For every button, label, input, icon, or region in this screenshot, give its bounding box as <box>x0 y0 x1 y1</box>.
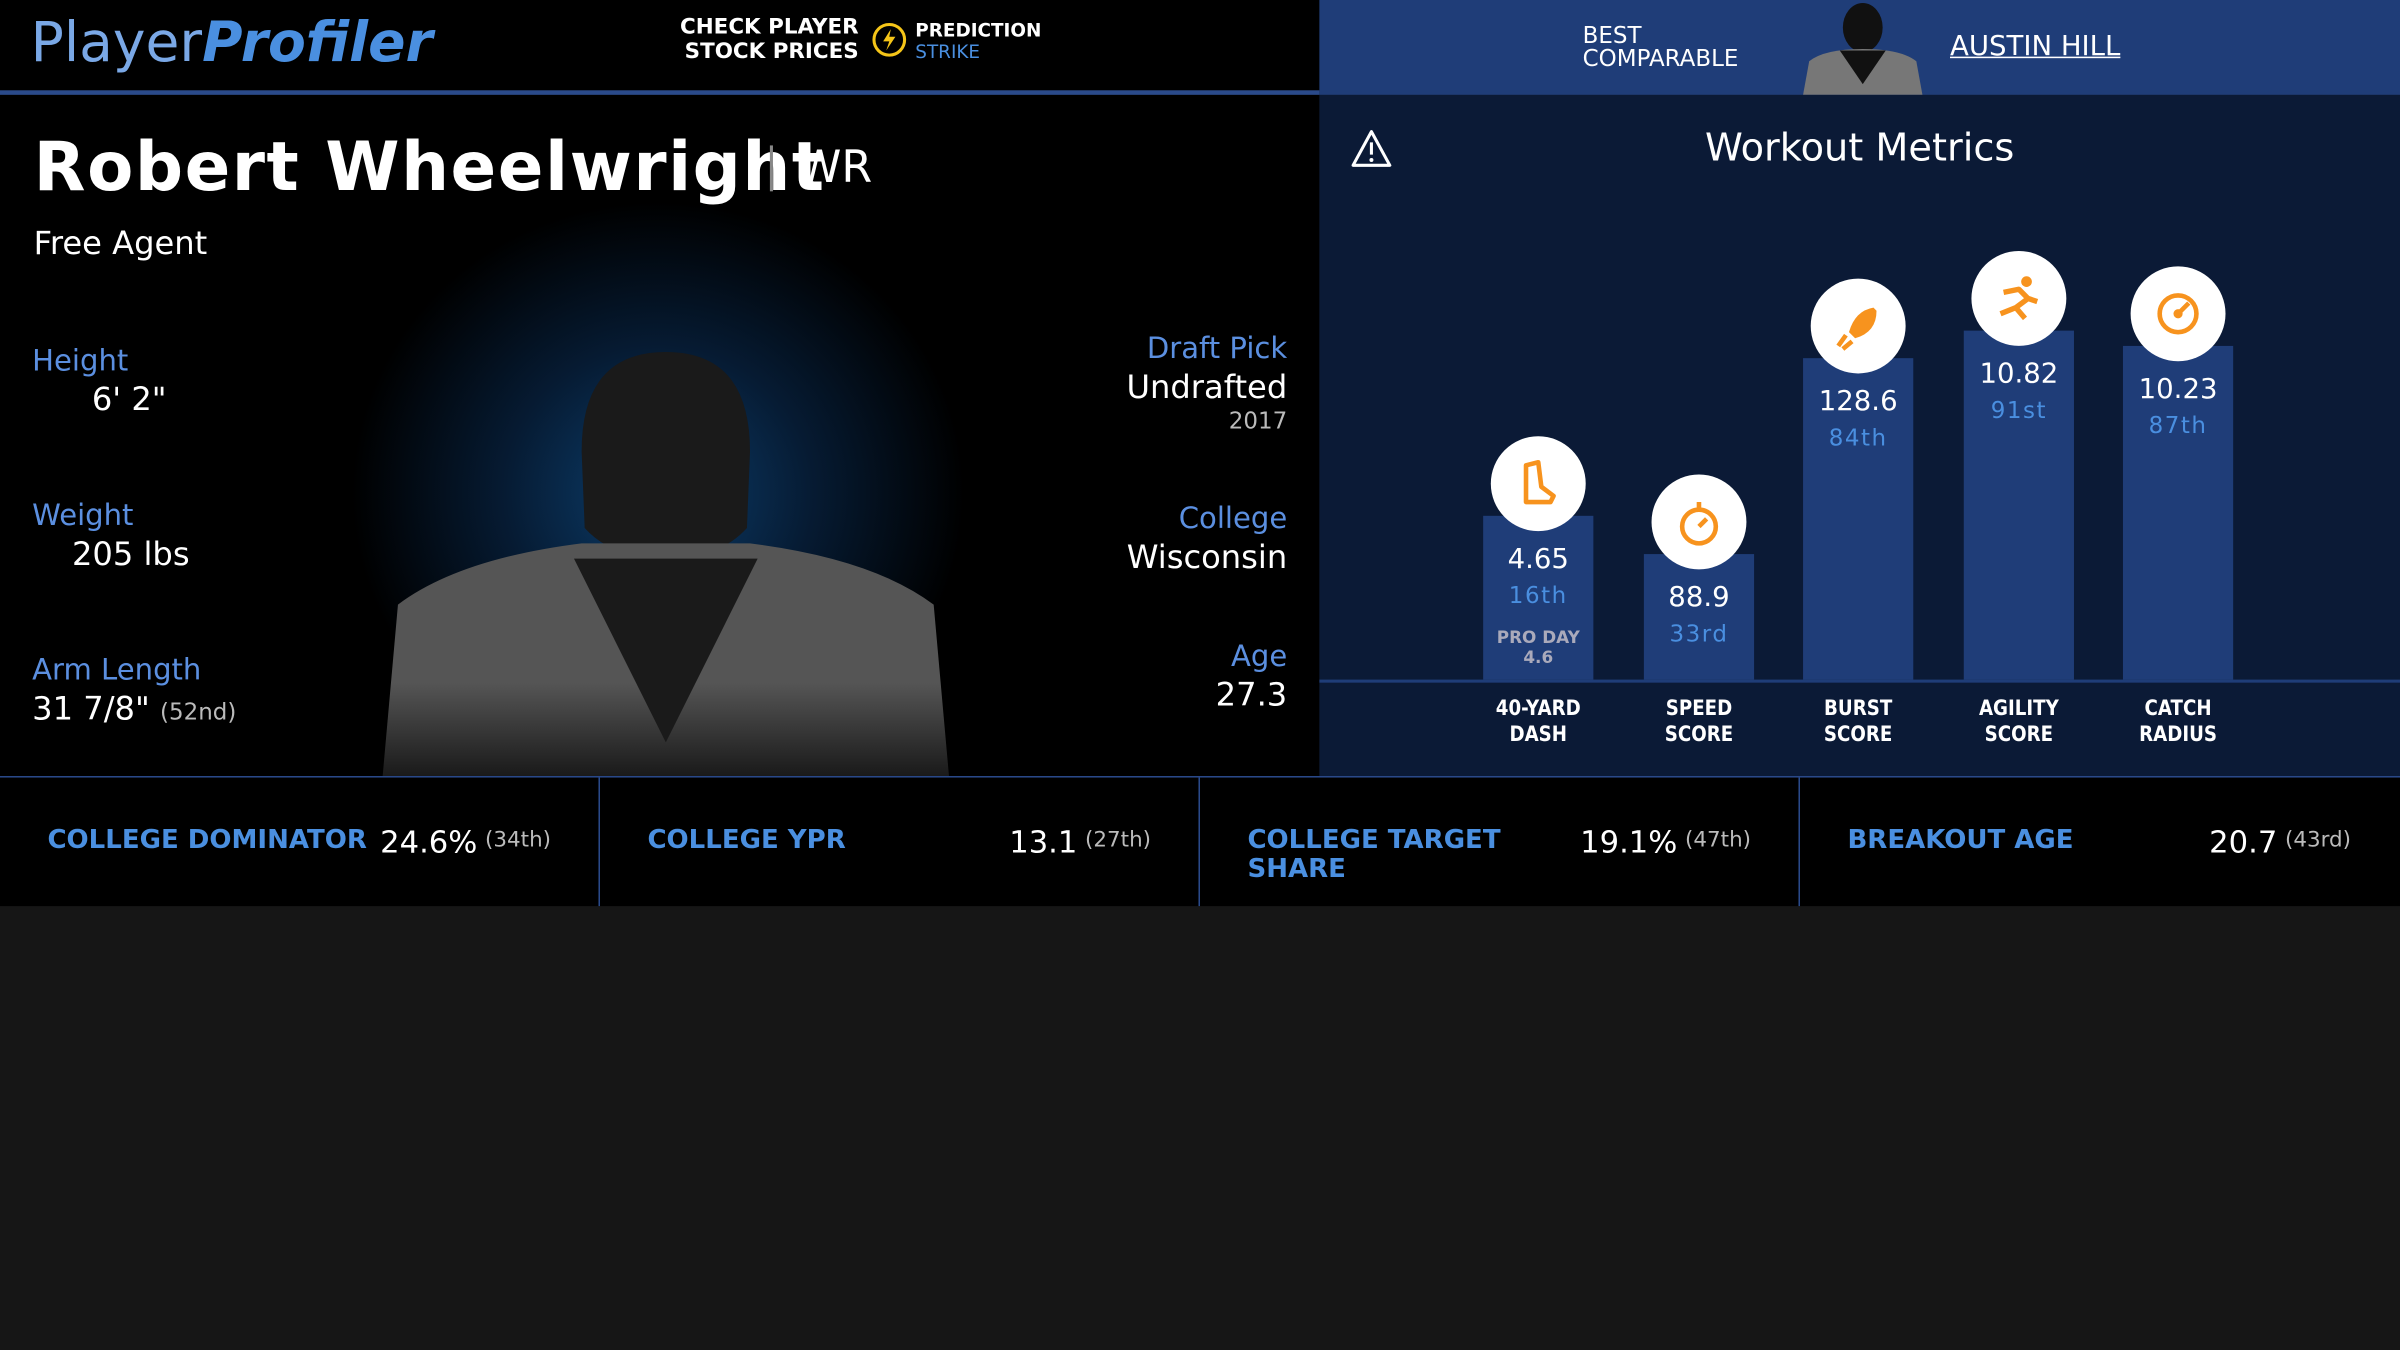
workout-bar <box>2122 345 2234 680</box>
stat-value: Wisconsin <box>1126 538 1288 576</box>
strip-divider <box>1198 777 1200 907</box>
workout-baseline <box>1319 679 2400 683</box>
stat-label: Weight <box>32 498 134 533</box>
stat-label: Age <box>1230 639 1288 674</box>
logo[interactable]: PlayerProfiler <box>31 12 433 75</box>
metric-note-value: 4.6 <box>1523 647 1554 668</box>
player-position: WR <box>797 140 873 193</box>
comparable-label-line: COMPARABLE <box>1582 44 1739 72</box>
warning-icon[interactable] <box>1350 129 1393 169</box>
metric-value: 10.23 <box>2138 373 2218 406</box>
college-stat-value: 19.1% (47th) <box>1580 823 1751 860</box>
top-bar <box>0 0 1320 91</box>
college-stat-rank: (34th) <box>485 828 552 853</box>
college-stat-rank: (43rd) <box>2284 828 2352 853</box>
college-stat-value: 13.1 (27th) <box>1009 823 1151 860</box>
stat-label: Height <box>32 344 129 379</box>
college-stat-label: COLLEGE TARGET SHARE <box>1247 824 1501 885</box>
college-stat-value: 24.6% (34th) <box>380 823 551 860</box>
metric-icon <box>2130 266 2226 362</box>
metric-rank: 87th <box>2148 411 2208 440</box>
metric-rank: 91st <box>1990 396 2048 424</box>
stat-label: Draft Pick <box>1146 332 1288 366</box>
metric-value: 10.82 <box>1979 358 2059 391</box>
stat-value: 27.3 <box>1215 676 1288 714</box>
college-stat-label: BREAKOUT AGE <box>1847 824 2074 856</box>
college-stat-rank: (27th) <box>1085 828 1152 853</box>
brand-line: PREDICTION <box>915 19 1042 42</box>
metric-icon <box>1490 436 1586 532</box>
stat-sub: 2017 <box>1228 407 1288 435</box>
stat-value: Undrafted <box>1126 368 1288 406</box>
metric-label: CATCH <box>2144 696 2212 721</box>
comparable-label-line: BEST <box>1582 21 1642 49</box>
logo-first: Player <box>30 12 203 75</box>
college-stat-value-text: 19.1% <box>1580 823 1678 861</box>
metric-label: DASH <box>1509 722 1568 747</box>
logo-second: Profiler <box>202 12 433 75</box>
top-bar-rule <box>0 90 1320 95</box>
metric-icon <box>1651 474 1747 570</box>
stat-value: 205 lbs <box>71 535 190 573</box>
metric-value: 128.6 <box>1818 385 1898 418</box>
college-stat-value-text: 20.7 <box>2209 823 2278 861</box>
player-silhouette <box>382 352 949 777</box>
stat-value: 31 7/8" (52nd) <box>32 690 236 727</box>
metric-label: BURST <box>1824 696 1893 721</box>
metric-icon <box>1810 278 1906 374</box>
college-stat-label: COLLEGE DOMINATOR <box>47 824 367 856</box>
college-stat-value-text: 24.6% <box>380 823 478 861</box>
workout-bar <box>1963 330 2074 680</box>
stat-value: 6' 2" <box>91 381 167 418</box>
metric-label: SCORE <box>1984 722 2054 747</box>
metric-label: SCORE <box>1664 722 1734 747</box>
player-name: Robert Wheelwright <box>33 128 826 207</box>
stat-rank: (52nd) <box>160 697 237 726</box>
promo-line: CHECK PLAYER <box>680 15 859 40</box>
comparable-silhouette <box>1803 3 1923 95</box>
metric-value: 4.65 <box>1507 543 1569 576</box>
college-stat-rank: (47th) <box>1685 828 1752 853</box>
workout-bar <box>1803 358 1914 680</box>
workout-bar <box>1483 515 1594 680</box>
metric-note: PRO DAY <box>1496 627 1580 648</box>
metric-label: SPEED <box>1665 696 1733 721</box>
college-stat-label: COLLEGE YPR <box>647 824 846 856</box>
metric-rank: 84th <box>1828 423 1888 452</box>
promo[interactable]: CHECK PLAYER STOCK PRICES <box>673 15 859 65</box>
strip-divider <box>1798 777 1800 907</box>
brand-line: STRIKE <box>915 41 981 63</box>
college-stat-value: 20.7 (43rd) <box>2209 823 2351 860</box>
workout-bar <box>1643 554 1755 680</box>
metric-rank: 16th <box>1508 581 1568 610</box>
metric-rank: 33rd <box>1669 619 1729 648</box>
college-strip <box>0 776 2400 907</box>
stat-label: Arm Length <box>32 653 202 688</box>
strip-divider <box>598 777 600 907</box>
stat-label: College <box>1178 502 1288 536</box>
brand[interactable]: PREDICTION STRIKE <box>915 20 1041 63</box>
metric-label: AGILITY <box>1978 696 2059 721</box>
metric-value: 88.9 <box>1668 581 1730 614</box>
workout-title: Workout Metrics <box>1705 125 2015 170</box>
comparable-name[interactable]: AUSTIN HILL <box>1949 30 2121 63</box>
comparable-label: BEST COMPARABLE <box>1583 24 1739 70</box>
bolt-icon <box>872 22 907 57</box>
metric-icon <box>1971 251 2067 346</box>
stat-value-text: 31 7/8" <box>32 690 150 728</box>
metric-label: RADIUS <box>2139 722 2218 747</box>
metric-label: 40-YARD <box>1495 696 1581 721</box>
metric-label: SCORE <box>1823 722 1893 747</box>
player-team: Free Agent <box>33 224 208 262</box>
name-divider <box>769 145 773 192</box>
college-stat-value-text: 13.1 <box>1009 823 1078 861</box>
promo-line: STOCK PRICES <box>684 39 859 65</box>
